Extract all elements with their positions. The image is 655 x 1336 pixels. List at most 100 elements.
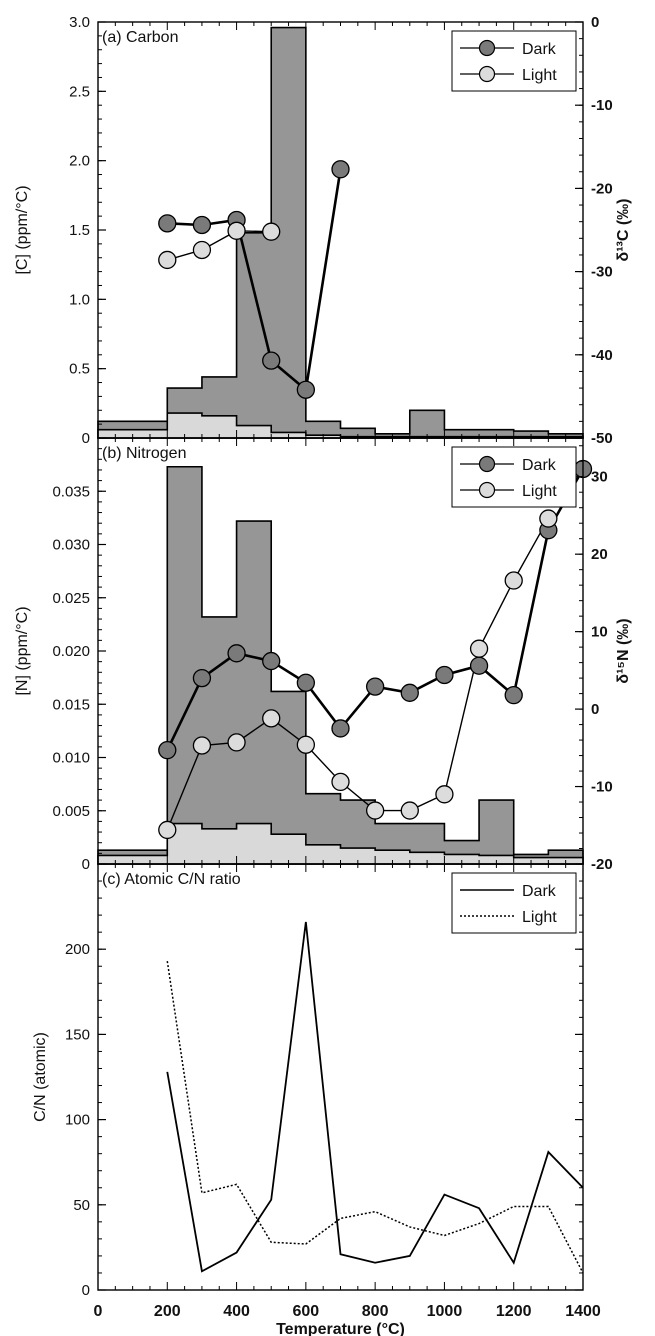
- x-tick-label: 0: [94, 1303, 103, 1320]
- data-point-dark: [227, 644, 246, 663]
- legend-label-light: Light: [522, 67, 557, 84]
- data-point-dark: [331, 719, 350, 738]
- legend: Dark Light: [451, 446, 577, 508]
- y-axis-title: [N] (ppm/°C): [14, 606, 31, 695]
- x-axis-title: Temperature (°C): [276, 1321, 405, 1336]
- legend-label-light: Light: [522, 483, 557, 500]
- data-point-light: [192, 736, 212, 755]
- y-tick-label: 200: [65, 941, 90, 958]
- y-tick-label: 50: [73, 1197, 90, 1214]
- x-tick-label: 600: [293, 1303, 320, 1320]
- data-point-dark: [262, 651, 281, 671]
- y-tick-label: 150: [65, 1026, 90, 1043]
- panel-label: (a) Carbon: [102, 29, 178, 46]
- data-point-dark: [400, 683, 419, 702]
- data-point-dark: [469, 656, 489, 675]
- y-tick-label: 0.5: [69, 361, 90, 378]
- data-point-dark: [296, 380, 316, 399]
- legend-label-dark: Dark: [522, 883, 557, 900]
- y2-tick-label: -10: [591, 779, 613, 796]
- data-point-light: [504, 571, 523, 590]
- legend-marker-light: [478, 65, 496, 83]
- y-tick-label: 0.015: [52, 696, 90, 713]
- legend-box: [451, 872, 577, 934]
- x-tick-label: 400: [223, 1303, 250, 1320]
- data-point-light: [400, 801, 419, 820]
- legend: Dark Light: [451, 30, 577, 92]
- data-point-light: [296, 735, 316, 754]
- data-point-dark: [435, 665, 454, 685]
- ratio-line-light: [166, 961, 584, 1274]
- y2-axis-title: δ¹³C (‰): [615, 198, 632, 261]
- data-point-dark: [365, 677, 385, 696]
- data-point-light: [435, 785, 454, 804]
- y-tick-label: 0: [82, 430, 90, 447]
- y2-tick-label: -40: [591, 347, 613, 364]
- data-point-light: [227, 221, 246, 240]
- y-tick-label: 0.030: [52, 537, 90, 554]
- y2-tick-label: 0: [591, 14, 599, 31]
- x-tick-label: 800: [362, 1303, 389, 1320]
- legend-box: [451, 446, 577, 508]
- data-point-dark: [504, 685, 523, 705]
- histogram-dark: [97, 26, 584, 439]
- y-tick-label: 100: [65, 1112, 90, 1129]
- data-point-dark: [192, 668, 212, 688]
- y2-tick-label: 10: [591, 624, 608, 641]
- data-point-dark: [331, 160, 350, 179]
- y-tick-label: 0.005: [52, 803, 90, 820]
- y-tick-label: 1.5: [69, 222, 90, 239]
- y2-tick-label: 30: [591, 469, 608, 486]
- x-tick-label: 1000: [427, 1303, 463, 1320]
- y-tick-label: 2.5: [69, 83, 90, 100]
- data-point-light: [158, 250, 177, 270]
- y2-tick-label: -20: [591, 180, 613, 197]
- data-point-light: [331, 772, 350, 792]
- y-axis-title: C/N (atomic): [32, 1032, 49, 1122]
- legend-marker-light: [478, 481, 496, 499]
- histogram-dark: [97, 465, 584, 865]
- data-point-light: [227, 733, 246, 752]
- data-point-light: [158, 820, 177, 840]
- y2-tick-label: -10: [591, 97, 613, 114]
- y2-tick-label: -30: [591, 264, 613, 281]
- y-tick-label: 1.0: [69, 291, 90, 308]
- y2-tick-label: -50: [591, 430, 613, 447]
- legend-box: [451, 30, 577, 92]
- data-point-dark: [158, 740, 177, 760]
- data-point-dark: [296, 673, 316, 692]
- panel-label: (b) Nitrogen: [102, 445, 186, 462]
- data-point-light: [262, 709, 281, 728]
- data-point-dark: [262, 351, 281, 370]
- y-tick-label: 0.025: [52, 590, 90, 607]
- legend-label-light: Light: [522, 909, 557, 926]
- x-tick-label: 1200: [496, 1303, 532, 1320]
- data-point-dark: [158, 214, 177, 233]
- legend-marker-dark: [478, 455, 496, 473]
- data-point-light: [469, 639, 489, 658]
- legend-label-dark: Dark: [522, 41, 557, 58]
- legend: Dark Light: [451, 872, 577, 934]
- y-tick-label: 2.0: [69, 153, 90, 170]
- y-tick-label: 0.035: [52, 483, 90, 500]
- y2-axis-title: δ¹⁵N (‰): [615, 618, 632, 683]
- data-point-light: [192, 240, 212, 260]
- ratio-line-dark: [166, 921, 584, 1273]
- data-point-dark: [192, 215, 212, 235]
- isotope-line-light: [167, 230, 272, 261]
- x-tick-label: 1400: [565, 1303, 601, 1320]
- y-tick-label: 0.020: [52, 643, 90, 660]
- y-tick-label: 3.0: [69, 14, 90, 31]
- data-point-light: [365, 801, 385, 820]
- data-point-light: [262, 222, 281, 241]
- y2-tick-label: 0: [591, 701, 599, 718]
- panel-label: (c) Atomic C/N ratio: [102, 871, 241, 888]
- y-axis-title: [C] (ppm/°C): [14, 185, 31, 274]
- legend-label-dark: Dark: [522, 457, 557, 474]
- y2-tick-label: -20: [591, 856, 613, 873]
- legend-marker-dark: [478, 39, 496, 57]
- y-tick-label: 0: [82, 1282, 90, 1299]
- y2-tick-label: 20: [591, 546, 608, 563]
- y-tick-label: 0: [82, 856, 90, 873]
